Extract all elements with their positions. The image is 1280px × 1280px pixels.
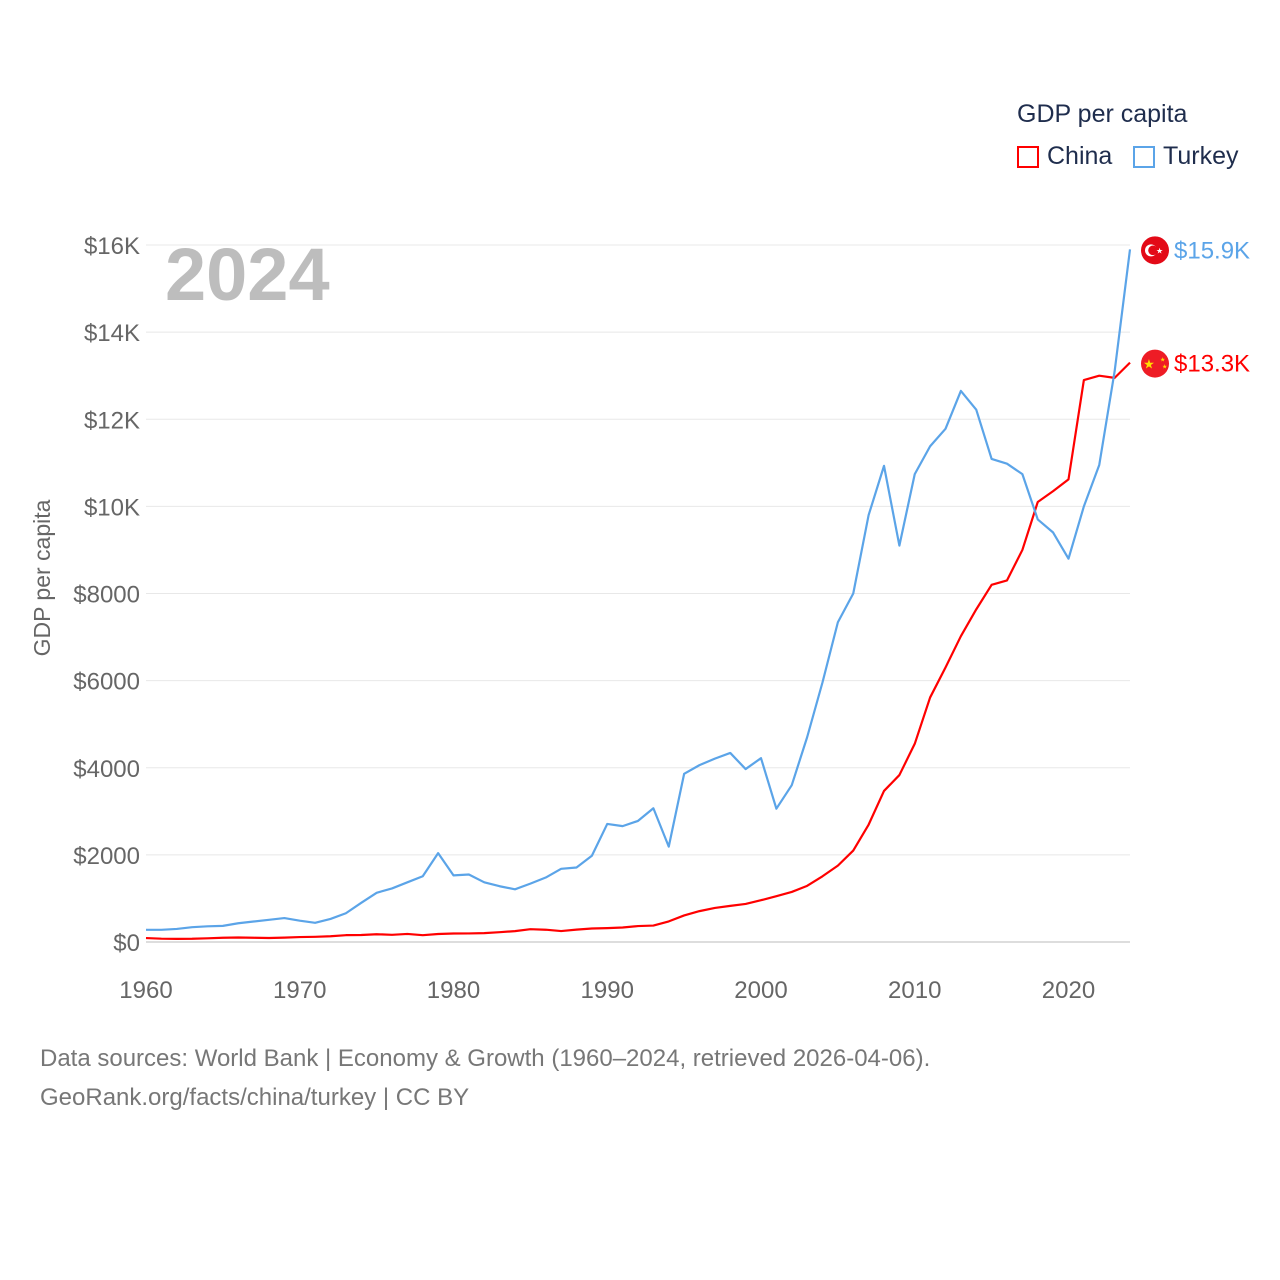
end-label-china: $13.3K xyxy=(1174,351,1250,378)
y-tick-label: $12K xyxy=(84,407,140,434)
svg-text:★: ★ xyxy=(1162,364,1167,371)
legend-item-china[interactable]: China xyxy=(1017,142,1112,171)
y-tick-label: $6000 xyxy=(73,669,140,696)
legend-label-turkey: Turkey xyxy=(1163,142,1239,170)
y-tick-label: $2000 xyxy=(73,843,140,870)
y-tick-label: $0 xyxy=(113,930,140,957)
source-line: Data sources: World Bank | Economy & Gro… xyxy=(40,1045,931,1072)
x-tick-label: 1980 xyxy=(427,977,480,1004)
x-tick-label: 1970 xyxy=(273,977,326,1004)
x-tick-label: 1990 xyxy=(581,977,634,1004)
legend-swatch-china xyxy=(1017,145,1039,168)
legend-swatch-turkey xyxy=(1133,145,1155,168)
x-tick-label: 1960 xyxy=(119,977,172,1004)
series-line-china xyxy=(145,361,1131,941)
svg-text:★: ★ xyxy=(1143,357,1155,372)
source-link[interactable]: GeoRank.org/facts/china/turkey | CC BY xyxy=(40,1084,470,1111)
end-label-turkey: $15.9K xyxy=(1174,237,1250,264)
y-tick-label: $4000 xyxy=(73,756,140,783)
y-axis-label: GDP per capita xyxy=(29,499,55,656)
svg-text:★: ★ xyxy=(1160,357,1165,364)
y-tick-label: $14K xyxy=(84,320,140,347)
y-tick-label: $10K xyxy=(84,494,140,521)
legend-item-turkey[interactable]: Turkey xyxy=(1133,142,1238,171)
turkey-flag-icon: ★ xyxy=(1141,236,1169,265)
x-tick-label: 2000 xyxy=(734,977,787,1004)
x-tick-label: 2010 xyxy=(888,977,941,1004)
legend-title: GDP per capita xyxy=(1017,100,1188,128)
x-tick-label: 2020 xyxy=(1042,977,1095,1004)
legend-label-china: China xyxy=(1047,142,1113,170)
china-flag-icon: ★ ★★ xyxy=(1141,349,1169,378)
svg-text:★: ★ xyxy=(1156,246,1163,255)
y-tick-label: $8000 xyxy=(73,582,140,609)
y-tick-label: $16K xyxy=(84,233,140,260)
year-watermark: 2024 xyxy=(165,233,330,316)
series-line-turkey xyxy=(146,249,1132,931)
